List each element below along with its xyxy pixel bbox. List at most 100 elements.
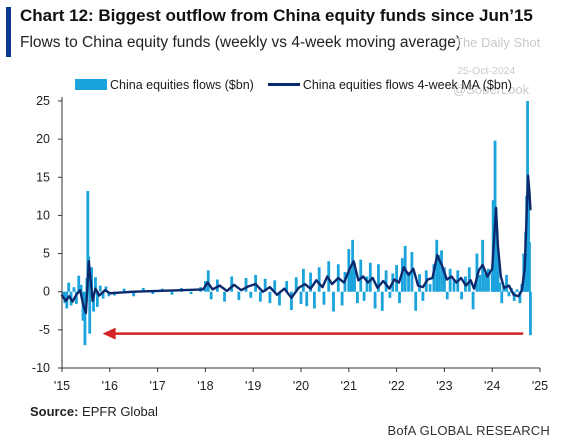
flow-bar-46	[273, 280, 277, 292]
watermark-line-3: @SoberLook	[453, 82, 530, 97]
legend: China equities flows ($bn) China equities…	[75, 78, 512, 92]
y-tick-label-4: 5	[43, 247, 50, 261]
flow-bar-3	[67, 282, 71, 292]
flow-bar-44	[263, 278, 267, 292]
chart-title: Chart 12: Biggest outflow from China equ…	[20, 6, 533, 25]
flow-bar-82	[407, 271, 410, 292]
flow-bar-7	[77, 275, 81, 292]
flow-bar-49	[290, 291, 293, 311]
flow-bar-66	[353, 262, 356, 292]
flow-bar-18	[95, 291, 99, 307]
flow-bar-41	[249, 291, 253, 298]
brand-footer: BofA GLOBAL RESEARCH	[387, 423, 550, 438]
flow-bar-35	[209, 291, 213, 300]
line-series-ma	[60, 174, 532, 315]
arrow-head	[102, 327, 116, 340]
flow-bar-90	[435, 239, 439, 292]
flow-bar-20	[101, 291, 105, 299]
flow-bar-34	[206, 270, 210, 292]
flow-bar-52	[301, 268, 305, 292]
flow-bar-69	[362, 291, 366, 301]
flow-bar-27	[151, 291, 155, 294]
flow-bar-12	[86, 191, 90, 292]
source-text: EPFR Global	[82, 404, 158, 419]
x-tick-label-9: '24	[484, 379, 500, 393]
flow-bar-38	[230, 276, 234, 292]
flow-bar-85	[418, 274, 421, 292]
flow-bar-5	[72, 287, 76, 292]
flow-bar-93	[443, 267, 446, 292]
flow-bar-59	[332, 291, 335, 312]
flow-bar-47	[278, 291, 281, 306]
x-tick-label-8: '23	[436, 379, 452, 393]
x-tick-label-7: '22	[388, 379, 404, 393]
bar-series-flows	[61, 101, 532, 346]
flow-bar-118	[507, 291, 511, 297]
flow-bar-50	[294, 277, 298, 292]
flow-bar-19	[98, 285, 102, 292]
flow-bar-106	[486, 268, 490, 292]
flow-bar-53	[305, 291, 309, 307]
flow-bar-96	[452, 280, 456, 292]
flow-bar-24	[122, 288, 126, 292]
flow-bar-70	[365, 276, 369, 292]
flow-bar-54	[309, 272, 312, 292]
flow-bar-56	[317, 267, 321, 292]
x-tick-label-10: '25	[532, 379, 548, 393]
flow-bar-26	[141, 287, 145, 292]
flow-bar-55	[312, 291, 316, 309]
flow-bar-6	[74, 291, 78, 304]
flow-bar-64	[349, 270, 353, 292]
watermark-line-2: 25-Oct-2024	[457, 65, 516, 77]
flow-bar-16	[92, 291, 95, 312]
flow-bar-17	[94, 277, 97, 292]
flow-bar-73	[377, 264, 380, 292]
flow-bar-51	[299, 291, 303, 304]
legend-label-flows: China equities flows ($bn)	[110, 78, 254, 92]
flow-bar-21	[104, 286, 108, 292]
legend-swatch-ma	[267, 83, 300, 86]
flow-bar-122	[518, 291, 522, 304]
watermark-line-1: The Daily Shot	[455, 35, 541, 50]
flow-bar-74	[380, 291, 384, 311]
flow-bar-86	[421, 291, 425, 301]
x-tick-label-0: '15	[54, 379, 70, 393]
chart-subtitle: Flows to China equity funds (weekly vs 4…	[20, 34, 462, 51]
y-tick-label-5: 0	[43, 285, 50, 299]
flow-bar-29	[170, 291, 174, 295]
flow-bar-10	[83, 291, 87, 346]
flow-bar-88	[428, 284, 432, 292]
flow-bar-31	[189, 291, 193, 294]
flow-bar-68	[359, 259, 363, 292]
legend-label-ma: China equities flows 4-week MA ($bn)	[302, 78, 512, 92]
y-tick-label-2: 15	[36, 170, 50, 184]
flow-bar-37	[223, 291, 226, 302]
ma-line	[60, 174, 532, 315]
flow-bar-57	[322, 291, 326, 305]
flow-bar-61	[340, 291, 344, 306]
y-tick-label-1: 20	[36, 132, 50, 146]
flow-bar-120	[512, 291, 516, 301]
legend-swatch-flows	[75, 79, 107, 90]
flow-bar-113	[496, 262, 500, 292]
flow-bar-131	[529, 291, 532, 336]
flow-bar-67	[356, 291, 359, 304]
flow-bar-91	[437, 255, 441, 292]
annotation-arrow	[102, 327, 524, 340]
flow-bar-115	[500, 291, 504, 304]
flow-bar-43	[258, 291, 262, 302]
flow-bar-105	[484, 273, 487, 292]
flow-bar-45	[268, 291, 272, 304]
flow-bar-95	[448, 268, 452, 292]
title-accent-bar	[6, 7, 11, 57]
x-tick-label-6: '21	[341, 379, 357, 393]
y-tick-label-6: -5	[39, 323, 50, 337]
x-tick-label-4: '19	[245, 379, 261, 393]
flow-bar-39	[237, 291, 241, 301]
axes: 25 20 15 10 5 0 -5 -10 '15 '16 '17 '18 '19 '20 '21 '22 '…	[32, 94, 548, 393]
flow-bar-14	[88, 291, 92, 334]
flow-bar-101	[471, 291, 475, 310]
x-tick-label-5: '20	[293, 379, 309, 393]
flow-bar-78	[395, 265, 398, 292]
